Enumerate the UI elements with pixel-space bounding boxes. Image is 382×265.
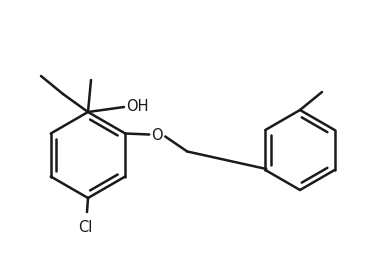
Text: OH: OH [126, 99, 149, 114]
Text: Cl: Cl [78, 220, 92, 235]
Text: O: O [151, 128, 163, 143]
